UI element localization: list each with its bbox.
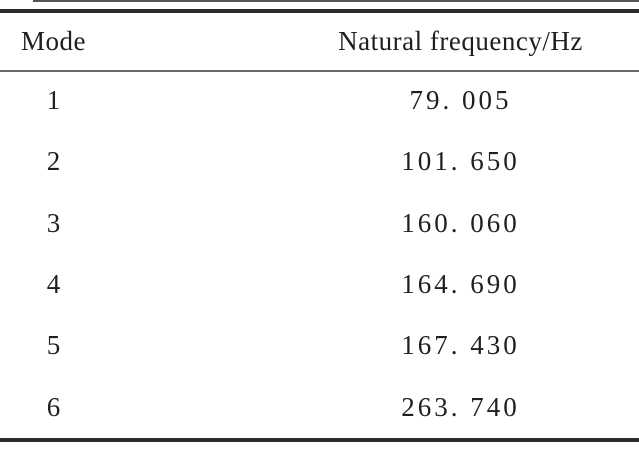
top-thin-rule — [33, 0, 639, 2]
mode-cell: 6 — [46, 391, 61, 422]
frequency-cell: 167. 430 — [401, 330, 520, 361]
frequency-cell: 263. 740 — [401, 391, 520, 422]
bottom-rule — [0, 438, 639, 442]
frequency-cell: 160. 060 — [401, 207, 520, 238]
table-row: 5 167. 430 — [0, 315, 639, 376]
table-header-row: Mode Natural frequency/Hz — [0, 12, 639, 70]
column-header-frequency: Natural frequency/Hz — [338, 25, 583, 56]
mode-cell: 1 — [46, 85, 61, 116]
frequency-cell: 101. 650 — [401, 146, 520, 177]
frequency-cell: 79. 005 — [409, 85, 512, 116]
mode-cell: 2 — [46, 146, 61, 177]
frequency-table: Mode Natural frequency/Hz 1 79. 005 2 10… — [0, 12, 639, 438]
mode-cell: 4 — [46, 269, 61, 300]
table-row: 6 263. 740 — [0, 377, 639, 438]
header-separator-rule — [0, 70, 639, 72]
table-row: 1 79. 005 — [0, 70, 639, 131]
table-row: 3 160. 060 — [0, 193, 639, 254]
column-header-mode: Mode — [21, 25, 86, 56]
table-row: 2 101. 650 — [0, 131, 639, 192]
table-row: 4 164. 690 — [0, 254, 639, 315]
mode-cell: 5 — [46, 330, 61, 361]
frequency-cell: 164. 690 — [401, 269, 520, 300]
top-thick-rule — [0, 9, 639, 13]
mode-cell: 3 — [46, 207, 61, 238]
